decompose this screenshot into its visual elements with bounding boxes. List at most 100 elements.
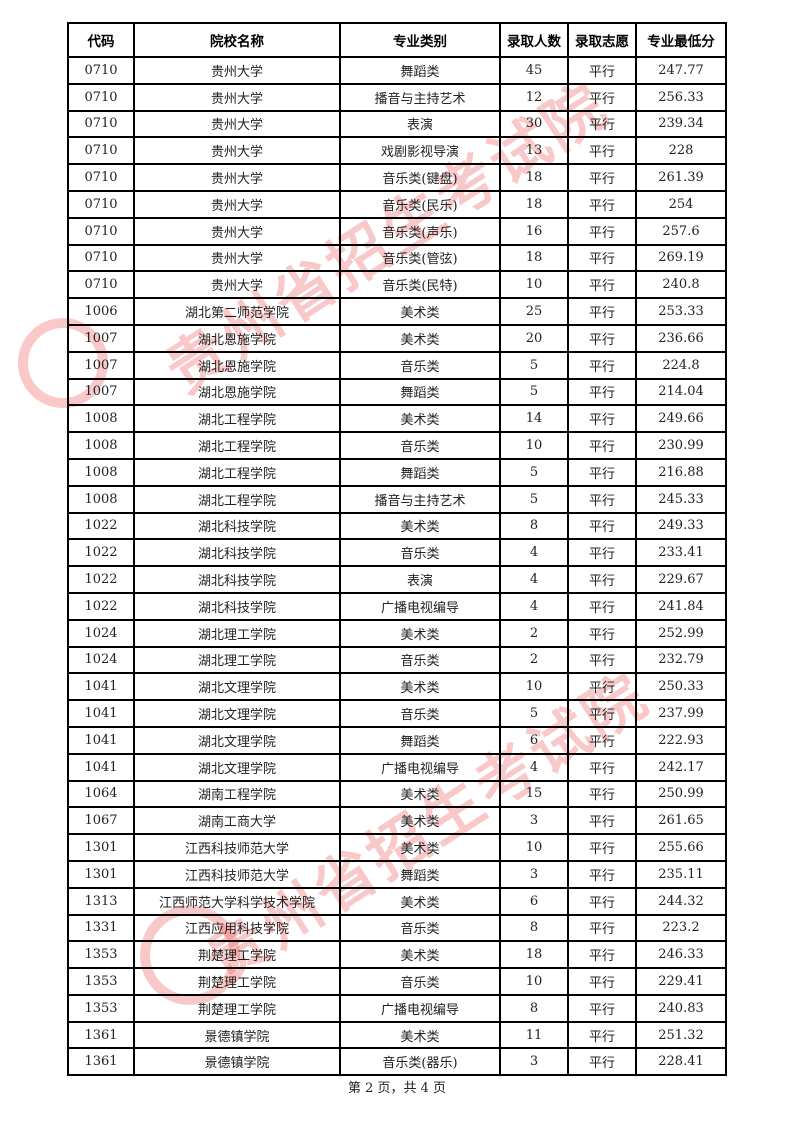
cell-admitted-count: 8 bbox=[499, 511, 569, 541]
cell-admission-choice: 平行 bbox=[567, 886, 637, 916]
cell-school-name: 荆楚理工学院 bbox=[133, 967, 341, 996]
cell-school-name: 湖北工程学院 bbox=[133, 404, 341, 434]
cell-min-score: 245.33 bbox=[635, 484, 727, 514]
cell-admission-choice: 平行 bbox=[567, 672, 637, 702]
cell-major-category: 音乐类 bbox=[339, 967, 501, 996]
cell-min-score: 216.88 bbox=[635, 457, 727, 487]
cell-min-score: 223.2 bbox=[635, 913, 727, 943]
cell-min-score: 241.84 bbox=[635, 591, 727, 621]
cell-major-category: 美术类 bbox=[339, 618, 501, 648]
cell-school-name: 贵州大学 bbox=[133, 136, 341, 166]
cell-admitted-count: 5 bbox=[499, 457, 569, 487]
cell-admission-choice: 平行 bbox=[567, 618, 637, 648]
cell-min-score: 249.66 bbox=[635, 404, 727, 434]
cell-admitted-count: 12 bbox=[499, 82, 569, 112]
table-row: 1041 湖北文理学院 广播电视编导 4 平行 242.17 bbox=[67, 752, 727, 782]
cell-admission-choice: 平行 bbox=[567, 270, 637, 300]
cell-min-score: 261.65 bbox=[635, 806, 727, 836]
table-row: 1313 江西师范大学科学技术学院 美术类 6 平行 244.32 bbox=[67, 886, 727, 916]
cell-major-category: 音乐类 bbox=[339, 699, 501, 728]
cell-admission-choice: 平行 bbox=[567, 243, 637, 273]
cell-code: 1008 bbox=[67, 457, 135, 487]
cell-code: 1041 bbox=[67, 752, 135, 782]
cell-admission-choice: 平行 bbox=[567, 913, 637, 943]
cell-code: 1008 bbox=[67, 404, 135, 434]
cell-major-category: 广播电视编导 bbox=[339, 993, 501, 1023]
cell-code: 1301 bbox=[67, 859, 135, 889]
cell-min-score: 228.41 bbox=[635, 1047, 727, 1077]
cell-code: 1006 bbox=[67, 297, 135, 326]
cell-min-score: 252.99 bbox=[635, 618, 727, 648]
cell-school-name: 湖北工程学院 bbox=[133, 484, 341, 514]
cell-min-score: 249.33 bbox=[635, 511, 727, 541]
cell-code: 1024 bbox=[67, 618, 135, 648]
table-header: 代码 院校名称 专业类别 录取人数 录取志愿 专业最低分 bbox=[67, 22, 727, 58]
table-row: 1301 江西科技师范大学 舞蹈类 3 平行 235.11 bbox=[67, 859, 727, 889]
table-row: 1024 湖北理工学院 美术类 2 平行 252.99 bbox=[67, 618, 727, 648]
cell-major-category: 美术类 bbox=[339, 833, 501, 862]
cell-admitted-count: 3 bbox=[499, 806, 569, 836]
cell-school-name: 湖北科技学院 bbox=[133, 511, 341, 541]
table-row: 1008 湖北工程学院 美术类 14 平行 249.66 bbox=[67, 404, 727, 434]
table-row: 1006 湖北第二师范学院 美术类 25 平行 253.33 bbox=[67, 297, 727, 326]
cell-school-name: 贵州大学 bbox=[133, 243, 341, 273]
cell-admitted-count: 16 bbox=[499, 216, 569, 246]
cell-major-category: 美术类 bbox=[339, 672, 501, 702]
cell-major-category: 美术类 bbox=[339, 940, 501, 970]
cell-admitted-count: 3 bbox=[499, 1047, 569, 1077]
table-row: 1353 荆楚理工学院 音乐类 10 平行 229.41 bbox=[67, 967, 727, 996]
cell-school-name: 湖北科技学院 bbox=[133, 591, 341, 621]
cell-min-score: 251.32 bbox=[635, 1020, 727, 1050]
table-row: 1022 湖北科技学院 音乐类 4 平行 233.41 bbox=[67, 538, 727, 568]
cell-school-name: 湖北科技学院 bbox=[133, 565, 341, 594]
cell-admitted-count: 6 bbox=[499, 725, 569, 755]
cell-admitted-count: 3 bbox=[499, 859, 569, 889]
table-row: 1301 江西科技师范大学 美术类 10 平行 255.66 bbox=[67, 833, 727, 862]
cell-min-score: 237.99 bbox=[635, 699, 727, 728]
table-row: 1007 湖北恩施学院 美术类 20 平行 236.66 bbox=[67, 323, 727, 353]
table-row: 1353 荆楚理工学院 美术类 18 平行 246.33 bbox=[67, 940, 727, 970]
cell-major-category: 舞蹈类 bbox=[339, 56, 501, 85]
header-code: 代码 bbox=[67, 22, 135, 58]
cell-admission-choice: 平行 bbox=[567, 806, 637, 836]
cell-admission-choice: 平行 bbox=[567, 109, 637, 139]
table-row: 0710 贵州大学 戏剧影视导演 13 平行 228 bbox=[67, 136, 727, 166]
cell-school-name: 湖南工程学院 bbox=[133, 779, 341, 809]
cell-major-category: 表演 bbox=[339, 565, 501, 594]
cell-major-category: 音乐类 bbox=[339, 913, 501, 943]
cell-code: 0710 bbox=[67, 216, 135, 246]
cell-admission-choice: 平行 bbox=[567, 967, 637, 996]
cell-school-name: 湖北文理学院 bbox=[133, 725, 341, 755]
cell-admission-choice: 平行 bbox=[567, 404, 637, 434]
cell-school-name: 景德镇学院 bbox=[133, 1047, 341, 1077]
cell-school-name: 湖北工程学院 bbox=[133, 457, 341, 487]
cell-school-name: 荆楚理工学院 bbox=[133, 940, 341, 970]
table-row: 1041 湖北文理学院 舞蹈类 6 平行 222.93 bbox=[67, 725, 727, 755]
table-row: 1022 湖北科技学院 表演 4 平行 229.67 bbox=[67, 565, 727, 594]
cell-major-category: 美术类 bbox=[339, 886, 501, 916]
cell-major-category: 表演 bbox=[339, 109, 501, 139]
cell-code: 0710 bbox=[67, 189, 135, 219]
cell-admission-choice: 平行 bbox=[567, 136, 637, 166]
cell-admission-choice: 平行 bbox=[567, 216, 637, 246]
cell-code: 1022 bbox=[67, 565, 135, 594]
cell-admitted-count: 10 bbox=[499, 833, 569, 862]
table-row: 1007 湖北恩施学院 音乐类 5 平行 224.8 bbox=[67, 350, 727, 380]
cell-admission-choice: 平行 bbox=[567, 163, 637, 192]
cell-code: 1041 bbox=[67, 699, 135, 728]
cell-code: 1064 bbox=[67, 779, 135, 809]
cell-major-category: 音乐类(民特) bbox=[339, 270, 501, 300]
cell-school-name: 湖南工商大学 bbox=[133, 806, 341, 836]
table-row: 1064 湖南工程学院 美术类 15 平行 250.99 bbox=[67, 779, 727, 809]
cell-admission-choice: 平行 bbox=[567, 940, 637, 970]
cell-major-category: 音乐类 bbox=[339, 538, 501, 568]
cell-min-score: 214.04 bbox=[635, 377, 727, 407]
cell-code: 1301 bbox=[67, 833, 135, 862]
cell-admission-choice: 平行 bbox=[567, 377, 637, 407]
cell-min-score: 229.41 bbox=[635, 967, 727, 996]
cell-admitted-count: 18 bbox=[499, 189, 569, 219]
table-row: 1024 湖北理工学院 音乐类 2 平行 232.79 bbox=[67, 645, 727, 675]
cell-min-score: 261.39 bbox=[635, 163, 727, 192]
cell-admitted-count: 25 bbox=[499, 297, 569, 326]
cell-major-category: 戏剧影视导演 bbox=[339, 136, 501, 166]
